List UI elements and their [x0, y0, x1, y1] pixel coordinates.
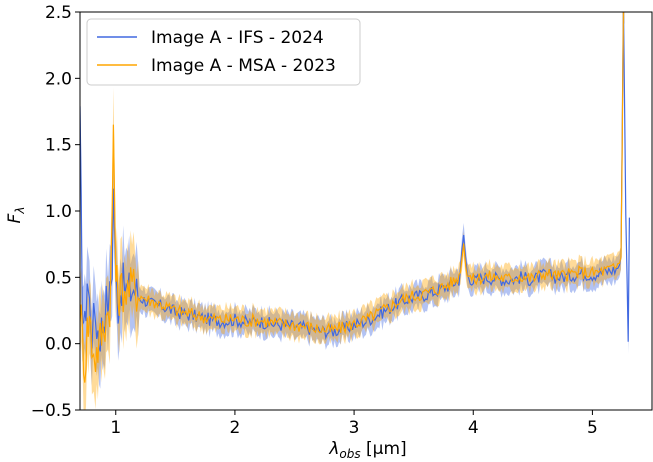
x-axis-label-lambda: λ [328, 439, 339, 459]
x-tick-label: 5 [587, 418, 598, 438]
x-axis-label-sub: obs [339, 447, 360, 461]
x-tick-label: 1 [110, 418, 121, 438]
legend-box [86, 18, 361, 86]
x-axis-label: λobs [μm] [328, 439, 406, 461]
series-lines [80, 12, 630, 383]
y-axis-label-sub: λ [13, 207, 27, 215]
y-axis-label-main: F [5, 213, 25, 223]
legend: Image A - IFS - 2024 Image A - MSA - 202… [86, 18, 361, 86]
x-tick-label: 3 [349, 418, 360, 438]
legend-label-msa: Image A - MSA - 2023 [151, 56, 336, 76]
y-tick-label: 0.0 [45, 335, 72, 355]
series-line-0 [80, 12, 630, 352]
y-tick-label: 1.0 [45, 202, 72, 222]
series-line-1 [80, 12, 625, 383]
uncertainty-band-0 [80, 12, 630, 389]
x-tick-label: 2 [230, 418, 241, 438]
y-tick-label: 2.0 [45, 69, 72, 89]
y-tick-label: 2.5 [45, 3, 72, 23]
uncertainty-band-1 [80, 12, 625, 410]
y-axis-label: Fλ [5, 207, 27, 224]
x-axis-ticks: 1 2 3 4 5 [110, 410, 598, 438]
y-tick-label: 0.5 [45, 268, 72, 288]
x-tick-label: 4 [468, 418, 479, 438]
y-axis-ticks: −0.5 0.0 0.5 1.0 1.5 2.0 2.5 [31, 3, 80, 421]
x-axis-label-unit: [μm] [361, 439, 407, 459]
y-tick-label: 1.5 [45, 136, 72, 156]
y-tick-label: −0.5 [31, 401, 72, 421]
uncertainty-bands [80, 12, 630, 410]
legend-label-ifs: Image A - IFS - 2024 [151, 28, 324, 48]
